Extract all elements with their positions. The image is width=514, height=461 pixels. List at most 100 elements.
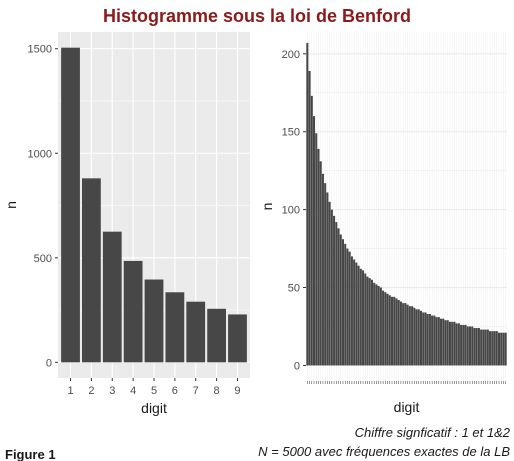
bar — [144, 279, 164, 363]
bar — [228, 314, 247, 363]
y-tick-label: 0 — [294, 360, 300, 372]
bar — [312, 116, 316, 366]
bar — [402, 303, 405, 366]
y-tick-label: 1000 — [28, 148, 52, 160]
x-tick-label: 3 — [109, 385, 115, 397]
bar — [482, 329, 485, 366]
bar — [489, 331, 492, 366]
bar — [484, 329, 487, 366]
bar — [102, 231, 122, 363]
bar — [61, 47, 80, 363]
caption-line-1: Chiffre signficatif : 1 et 1&2 — [355, 425, 511, 440]
x-axis-label: digit — [394, 399, 420, 415]
y-tick-label: 0 — [46, 357, 52, 369]
bar — [486, 329, 489, 366]
bar — [364, 273, 367, 366]
bar — [388, 295, 391, 366]
x-tick-label: 1 — [67, 385, 73, 397]
bar — [368, 278, 371, 366]
x-tick-marks — [307, 381, 506, 384]
x-tick-label: 6 — [172, 385, 178, 397]
figure-label: Figure 1 — [5, 447, 56, 461]
bar — [426, 314, 429, 366]
bar — [424, 312, 427, 366]
bar — [366, 276, 369, 366]
bar — [165, 292, 185, 363]
bar — [435, 317, 438, 366]
bar — [473, 328, 476, 366]
bar — [440, 318, 443, 366]
bar — [346, 248, 349, 366]
bar — [404, 303, 407, 366]
bar — [333, 215, 336, 366]
bar — [451, 321, 454, 366]
bar — [395, 298, 398, 366]
y-axis-label: n — [259, 203, 275, 211]
bar — [393, 296, 396, 366]
bar — [344, 243, 347, 366]
bar — [339, 234, 342, 366]
bar — [502, 332, 505, 366]
bar — [362, 270, 365, 366]
bar — [397, 299, 400, 366]
x-tick-label: 8 — [214, 385, 220, 397]
bars — [306, 42, 507, 366]
bar — [335, 222, 338, 366]
bar — [384, 292, 387, 366]
bar — [330, 209, 333, 366]
chart-title: Histogramme sous la loi de Benford — [103, 6, 411, 26]
bar — [350, 256, 353, 366]
bar — [446, 320, 449, 366]
x-tick-label: 7 — [193, 385, 199, 397]
bars — [61, 47, 247, 363]
bar — [408, 306, 411, 366]
x-tick-label: 9 — [234, 385, 240, 397]
x-tick-labels: 1 2 3 4 5 6 7 8 9 — [67, 378, 241, 397]
bar — [431, 315, 434, 366]
chart-left-panel: 0 500 1000 1500 1 2 3 4 5 6 7 8 9 digit n — [3, 32, 250, 416]
bar — [375, 284, 378, 366]
bar — [399, 301, 402, 366]
x-tick-label: 5 — [151, 385, 157, 397]
y-tick-label: 100 — [282, 205, 300, 217]
bar — [326, 192, 329, 366]
x-tick-label: 2 — [88, 385, 94, 397]
bar — [357, 265, 360, 366]
bar — [437, 317, 440, 366]
bar — [348, 251, 351, 366]
y-tick-label: 500 — [34, 253, 52, 265]
bar — [315, 133, 318, 366]
bar — [504, 332, 507, 366]
bar — [306, 42, 309, 366]
bar — [355, 262, 358, 366]
bar — [324, 183, 327, 366]
bar — [319, 161, 322, 366]
bar — [411, 306, 414, 366]
bar — [497, 332, 501, 366]
bar — [468, 326, 472, 366]
bar — [419, 310, 423, 366]
bar — [310, 95, 313, 366]
caption-line-2: N = 5000 avec fréquences exactes de la L… — [258, 444, 510, 459]
bar — [448, 321, 451, 366]
bar — [475, 328, 478, 366]
bar — [491, 331, 494, 366]
bar — [442, 318, 445, 366]
y-tick-label: 50 — [288, 283, 300, 295]
bar — [123, 260, 143, 363]
bar — [82, 178, 101, 363]
bar — [457, 323, 460, 366]
bar — [379, 287, 382, 366]
bar — [390, 296, 394, 366]
bar — [493, 331, 496, 366]
bar — [500, 332, 503, 366]
y-tick-labels: 0 50 100 150 200 — [282, 49, 306, 372]
y-axis-label: n — [3, 201, 19, 209]
bar — [413, 307, 416, 366]
bar — [317, 148, 320, 366]
bar — [373, 282, 376, 366]
bar — [444, 320, 447, 366]
bar — [386, 293, 389, 366]
bar — [428, 314, 431, 366]
